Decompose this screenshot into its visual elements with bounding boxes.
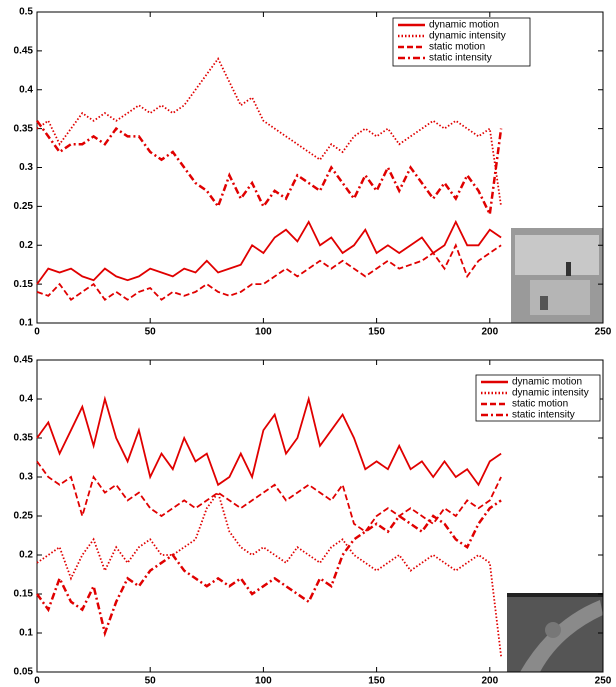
x-tick-label: 50 xyxy=(145,676,157,687)
x-tick-label: 200 xyxy=(481,676,498,687)
data-line xyxy=(36,56,502,207)
x-tick-label: 150 xyxy=(368,676,385,687)
inset-photo xyxy=(507,593,603,672)
legend-label: static intensity xyxy=(429,53,492,64)
legend-label: dynamic intensity xyxy=(512,388,589,399)
data-line xyxy=(35,120,503,219)
x-tick-label: 0 xyxy=(34,676,40,687)
y-tick-label: 0.25 xyxy=(14,511,34,522)
legend-label: dynamic motion xyxy=(429,20,499,31)
legend-label: static motion xyxy=(429,42,485,53)
y-tick-label: 0.15 xyxy=(14,589,34,600)
subplot: 0 50 100 150 200 250 0.1 0.15 0.2 0.25 0.3 0.35 0.4 0… xyxy=(14,7,612,338)
x-tick-label: 250 xyxy=(595,327,612,338)
inset-photo xyxy=(511,228,603,323)
y-tick-label: 0.35 xyxy=(14,433,34,444)
y-tick-label: 0.45 xyxy=(14,46,34,57)
y-tick-label: 0.4 xyxy=(19,394,33,405)
data-line xyxy=(35,499,502,638)
legend-label: static motion xyxy=(512,399,568,410)
legend-label: dynamic motion xyxy=(512,377,582,388)
legend-label: static intensity xyxy=(512,410,575,421)
x-tick-label: 200 xyxy=(481,327,498,338)
y-tick-label: 0.1 xyxy=(19,628,33,639)
data-line xyxy=(36,242,502,301)
y-tick-label: 0.1 xyxy=(19,318,33,329)
y-tick-label: 0.3 xyxy=(19,472,33,483)
y-tick-label: 0.4 xyxy=(19,84,33,95)
y-tick-label: 0.25 xyxy=(14,201,34,212)
y-tick-label: 0.45 xyxy=(14,355,34,366)
y-tick-label: 0.35 xyxy=(14,123,34,134)
x-tick-label: 100 xyxy=(255,676,272,687)
x-tick-label: 100 xyxy=(255,327,272,338)
y-tick-label: 0.05 xyxy=(14,667,34,678)
subplot: 0 50 100 150 200 250 0.05 0.1 0.15 0.2 0.25 0.3 0.35… xyxy=(14,355,612,687)
data-line xyxy=(36,219,502,285)
x-tick-label: 0 xyxy=(34,327,40,338)
legend-label: dynamic intensity xyxy=(429,31,506,42)
y-tick-label: 0.3 xyxy=(19,162,33,173)
x-tick-label: 150 xyxy=(368,327,385,338)
y-tick-label: 0.2 xyxy=(19,240,33,251)
y-tick-label: 0.15 xyxy=(14,279,34,290)
y-tick-label: 0.5 xyxy=(19,7,33,18)
data-line xyxy=(36,395,502,487)
data-line xyxy=(36,460,502,533)
x-tick-label: 250 xyxy=(595,676,612,687)
x-tick-label: 50 xyxy=(145,327,157,338)
y-tick-label: 0.2 xyxy=(19,550,33,561)
